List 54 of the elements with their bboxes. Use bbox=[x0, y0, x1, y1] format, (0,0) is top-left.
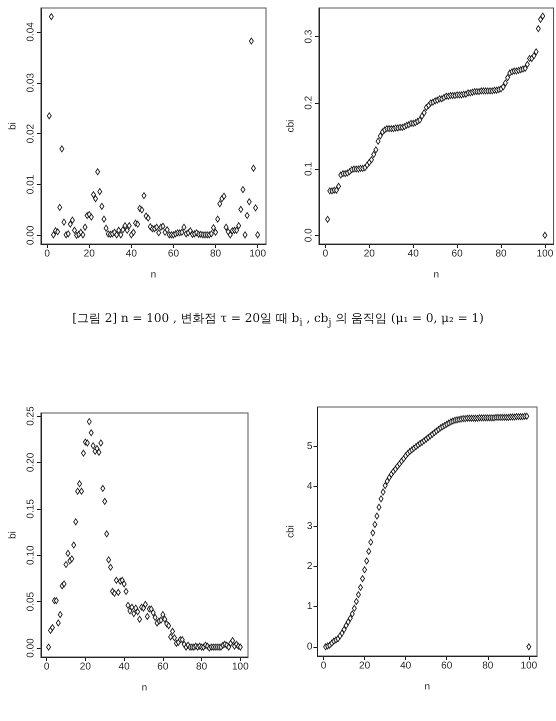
x-tick-label: 60 bbox=[168, 248, 180, 260]
y-tick-label: 0.25 bbox=[25, 406, 36, 426]
x-tick-label: 20 bbox=[84, 248, 96, 260]
x-tick-label: 80 bbox=[196, 662, 208, 672]
y-tick-label: 5 bbox=[306, 440, 313, 452]
x-tick-label: 100 bbox=[536, 248, 554, 260]
x-tick-label: 40 bbox=[400, 660, 412, 672]
y-tick-label: 0.0 bbox=[303, 228, 314, 242]
x-tick-label: 40 bbox=[126, 248, 138, 260]
x-axis-title: n bbox=[424, 682, 430, 692]
x-tick-label: 100 bbox=[232, 662, 250, 672]
y-tick-label: 0.00 bbox=[25, 638, 36, 658]
y-axis-title: cbi bbox=[286, 525, 296, 538]
x-tick-label: 0 bbox=[320, 660, 327, 672]
y-tick-label: 0.05 bbox=[25, 591, 36, 612]
y-tick-label: 0.04 bbox=[25, 22, 36, 42]
x-tick-label: 60 bbox=[441, 660, 453, 672]
x-tick-label: 80 bbox=[482, 660, 494, 672]
y-axis-title: bi bbox=[8, 122, 18, 130]
x-tick-label: 40 bbox=[408, 248, 420, 260]
x-axis-title: n bbox=[142, 682, 148, 694]
y-tick-label: 0.10 bbox=[25, 545, 36, 565]
y-tick-label: 0.00 bbox=[25, 225, 36, 246]
y-tick-label: 0.1 bbox=[303, 162, 314, 176]
x-tick-label: 80 bbox=[495, 248, 508, 260]
y-tick-label: 2 bbox=[306, 561, 313, 572]
x-tick-label: 20 bbox=[359, 660, 371, 672]
y-tick-label: 4 bbox=[306, 480, 313, 492]
x-axis-title: n bbox=[433, 270, 440, 280]
y-tick-label: 3 bbox=[306, 520, 313, 532]
x-tick-label: 20 bbox=[364, 248, 376, 260]
x-tick-label: 100 bbox=[520, 660, 538, 672]
x-tick-label: 0 bbox=[322, 248, 329, 260]
y-tick-label: 0.2 bbox=[303, 95, 314, 110]
y-tick-label: 1 bbox=[306, 601, 313, 612]
x-tick-label: 20 bbox=[80, 662, 92, 672]
x-tick-label: 0 bbox=[44, 248, 50, 260]
x-tick-label: 40 bbox=[118, 662, 130, 672]
y-tick-label: 0.01 bbox=[25, 174, 36, 194]
y-tick-label: 0.3 bbox=[303, 29, 314, 44]
x-axis-title: n bbox=[150, 270, 156, 280]
y-tick-label: 0.15 bbox=[25, 498, 36, 519]
x-tick-label: 80 bbox=[210, 248, 222, 260]
y-tick-label: 0.02 bbox=[25, 123, 36, 144]
y-tick-label: 0 bbox=[306, 641, 313, 652]
x-tick-label: 100 bbox=[249, 248, 266, 260]
y-axis-title: bi bbox=[8, 531, 18, 539]
y-tick-label: 0.03 bbox=[25, 72, 36, 92]
x-tick-label: 60 bbox=[157, 662, 169, 672]
text: [그림 2] n = 100 , 변화점 τ = 20일 때 b$_{i}$ , cb$_{j}$ 의 움직임 (μ₁ = 0, μ₂ = 1) bbox=[71, 310, 485, 328]
x-tick-label: 60 bbox=[452, 248, 464, 260]
x-tick-label: 0 bbox=[44, 662, 50, 672]
y-axis-title: cbi bbox=[286, 120, 296, 132]
y-tick-label: 0.20 bbox=[25, 452, 36, 472]
